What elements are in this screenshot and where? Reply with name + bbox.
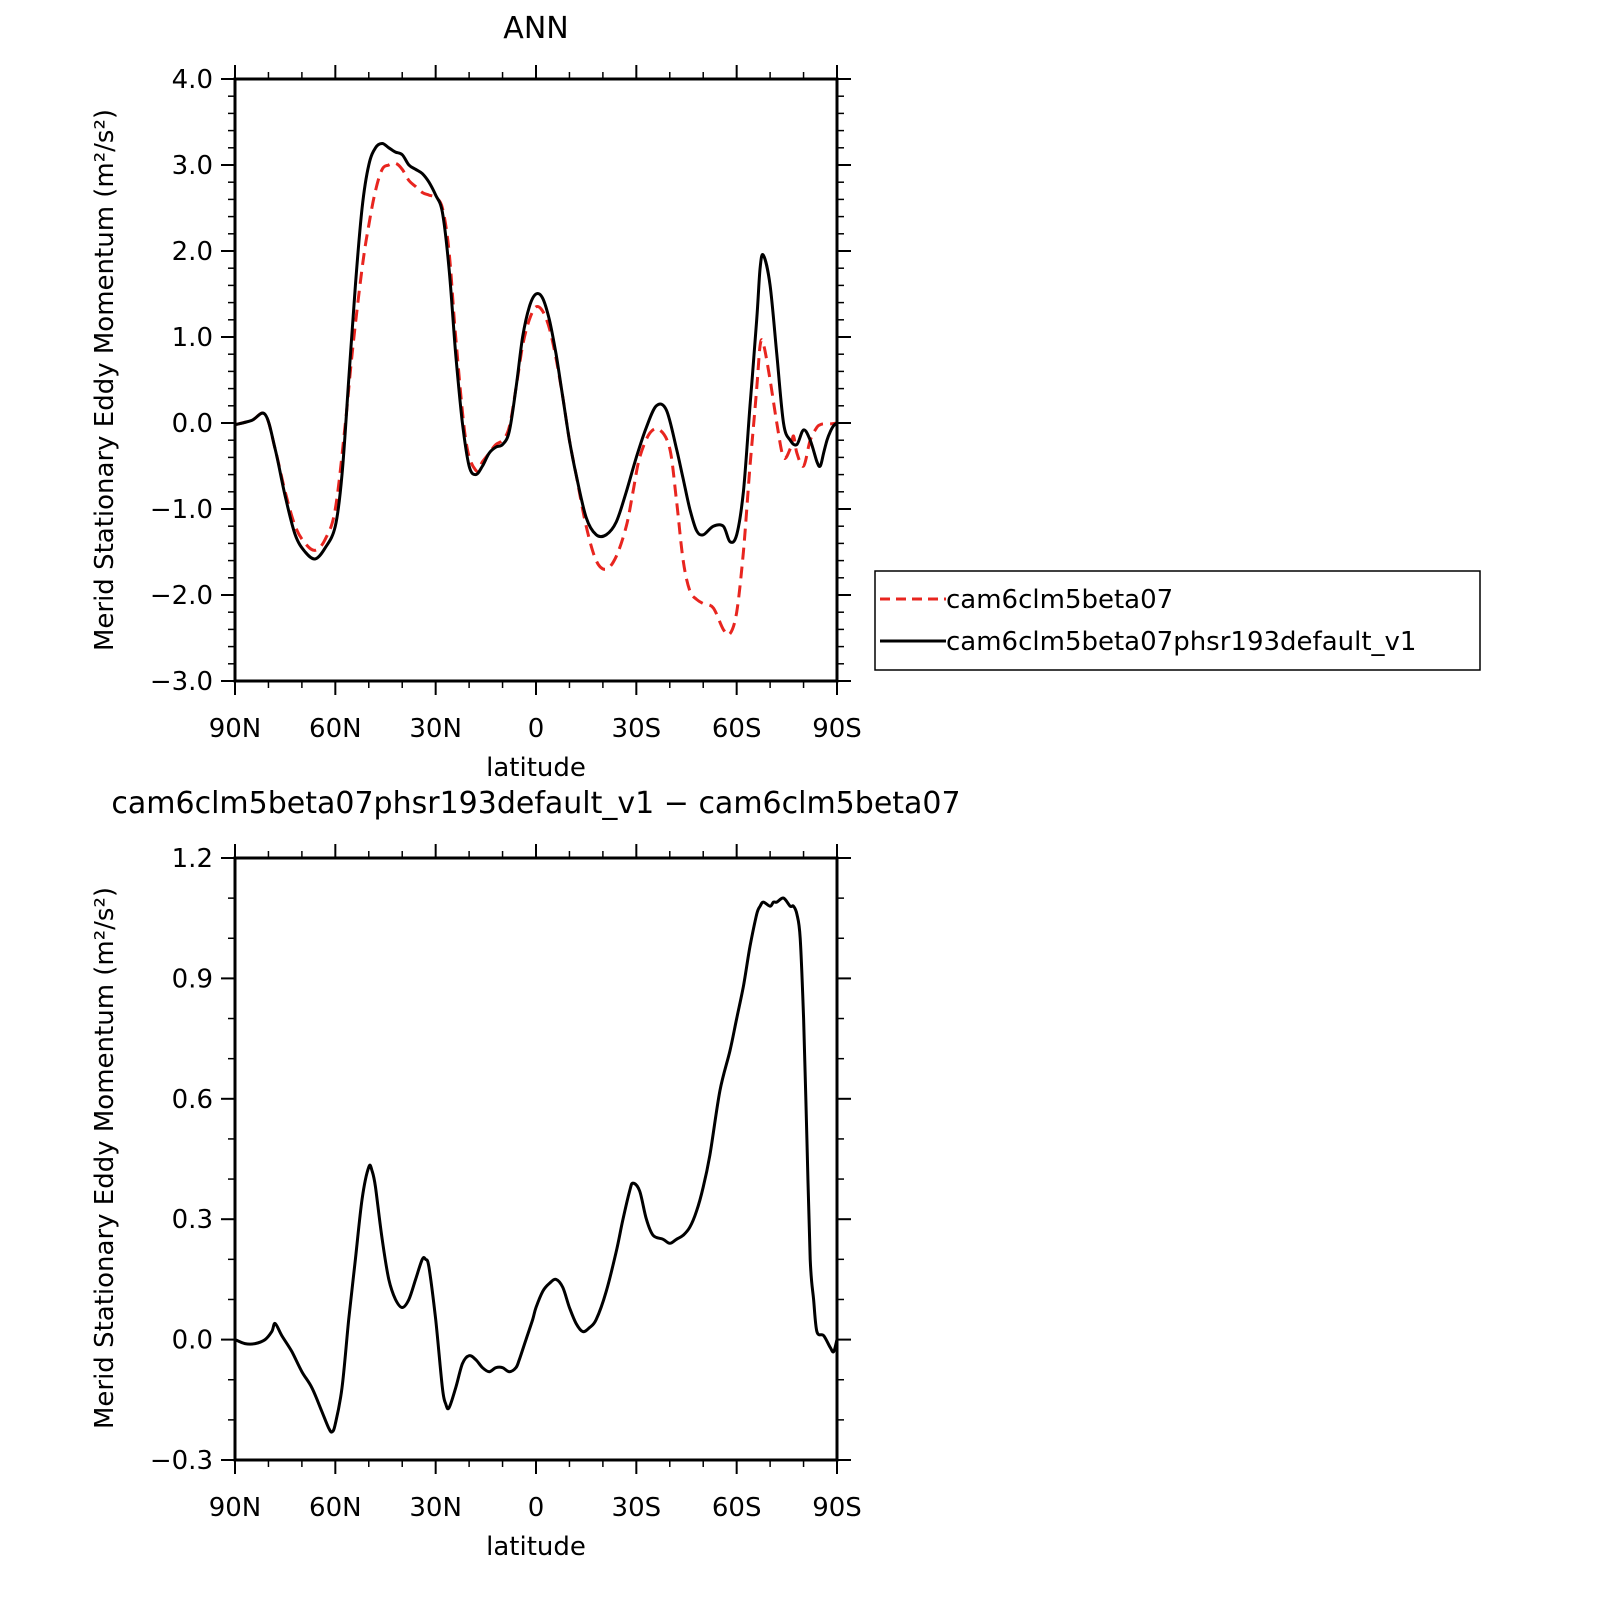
- y-tick-label: 0.0: [172, 1326, 213, 1356]
- x-tick-label: 90N: [209, 714, 262, 744]
- x-tick-label: 30N: [409, 1493, 462, 1523]
- x-tick-label: 90S: [812, 714, 862, 744]
- series-line-cam6clm5beta07phsr193default-v1: [234, 142, 838, 561]
- top-y-axis-label: Merid Stationary Eddy Momentum (m²/s²): [90, 109, 120, 651]
- y-tick-label: 3.0: [172, 151, 213, 181]
- legend-label-cam6clm5beta07phsr193default-v1: cam6clm5beta07phsr193default_v1: [946, 627, 1416, 657]
- x-tick-label: 60N: [309, 714, 362, 744]
- bottom-line-chart: cam6clm5beta07phsr193default_v1 − cam6cl…: [90, 786, 961, 1562]
- y-tick-label: −2.0: [150, 581, 213, 611]
- y-tick-label: 2.0: [172, 237, 213, 267]
- x-tick-label: 60N: [309, 1493, 362, 1523]
- bottom-x-axis-label: latitude: [486, 1532, 586, 1562]
- series-line-difference: [234, 896, 839, 1434]
- top-line-chart: ANN Merid Stationary Eddy Momentum (m²/s…: [90, 11, 862, 783]
- y-tick-label: 0.0: [172, 409, 213, 439]
- x-tick-label: 60S: [712, 714, 762, 744]
- bottom-chart-title: cam6clm5beta07phsr193default_v1 − cam6cl…: [111, 786, 960, 821]
- bottom-series-lines: [234, 896, 839, 1434]
- bottom-plot-frame: [233, 856, 839, 1462]
- x-tick-label: 90S: [812, 1493, 862, 1523]
- top-series-lines: [234, 142, 838, 637]
- bottom-y-ticks: −0.3 0.0 0.3 0.6 0.9 1.2: [150, 844, 851, 1476]
- top-y-ticks: −3.0 −2.0 −1.0 0.0 1.0 2.0 3.0 4.0: [150, 65, 851, 697]
- bottom-y-axis-label: Merid Stationary Eddy Momentum (m²/s²): [90, 887, 120, 1429]
- x-tick-label: 30N: [409, 714, 462, 744]
- x-tick-label: 30S: [612, 714, 662, 744]
- x-tick-label: 90N: [209, 1493, 262, 1523]
- top-plot-frame: [233, 77, 839, 683]
- y-tick-label: −3.0: [150, 667, 213, 697]
- top-x-axis-label: latitude: [486, 753, 586, 783]
- y-tick-label: 0.6: [172, 1085, 213, 1115]
- x-tick-label: 0: [528, 1493, 545, 1523]
- y-tick-label: 1.2: [172, 844, 213, 874]
- legend: cam6clm5beta07 cam6clm5beta07phsr193defa…: [874, 570, 1481, 671]
- y-tick-label: 0.3: [172, 1205, 213, 1235]
- legend-box: [874, 570, 1481, 671]
- legend-label-cam6clm5beta07: cam6clm5beta07: [946, 585, 1173, 615]
- y-tick-label: 4.0: [172, 65, 213, 95]
- x-tick-label: 60S: [712, 1493, 762, 1523]
- y-tick-label: 0.9: [172, 964, 213, 994]
- top-chart-title: ANN: [503, 11, 568, 46]
- top-x-ticks: 90N 60N 30N 0 30S 60S 90S: [209, 65, 862, 744]
- x-tick-label: 0: [528, 714, 545, 744]
- y-tick-label: −1.0: [150, 495, 213, 525]
- y-tick-label: 1.0: [172, 323, 213, 353]
- x-tick-label: 30S: [612, 1493, 662, 1523]
- y-tick-label: −0.3: [150, 1446, 213, 1476]
